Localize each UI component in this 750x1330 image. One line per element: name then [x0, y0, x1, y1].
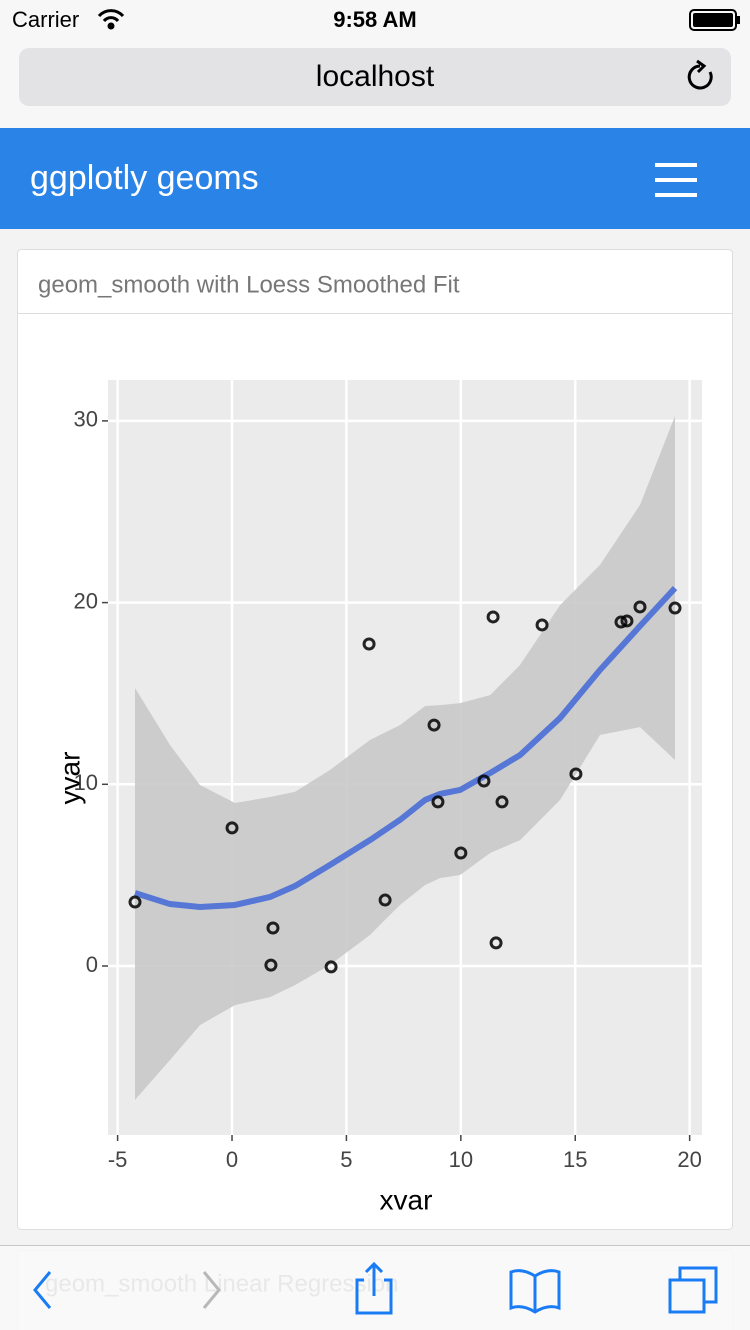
point — [614, 615, 628, 629]
point — [427, 718, 441, 732]
x-tick-label: 15 — [563, 1147, 587, 1172]
url: localhost — [316, 60, 435, 93]
share-button[interactable] — [355, 1261, 393, 1315]
navbar-title[interactable]: ggplotly geoms — [30, 159, 259, 197]
reload-button[interactable] — [687, 59, 713, 90]
tabs-button[interactable] — [668, 1266, 718, 1314]
y-tick-label: 30 — [74, 407, 98, 432]
smooth-line — [134, 586, 678, 910]
x-tick-label: 0 — [226, 1147, 238, 1172]
point — [489, 936, 503, 950]
point — [431, 795, 445, 809]
x-tick-label: -5 — [108, 1147, 128, 1172]
y-tick-label: 10 — [74, 770, 98, 795]
point — [128, 895, 142, 909]
forward-button[interactable] — [202, 1271, 221, 1309]
point — [266, 921, 280, 935]
clock: 9:58 AM — [333, 7, 417, 32]
card-title: geom_smooth with Loess Smoothed Fit — [38, 271, 460, 298]
y-tick-label: 20 — [74, 588, 98, 613]
point — [495, 795, 509, 809]
battery — [689, 9, 740, 31]
plot: -5 0 5 10 15 20 0 10 20 30 — [74, 380, 702, 1172]
point — [378, 893, 392, 907]
point — [535, 618, 549, 632]
point — [569, 767, 583, 781]
point — [324, 960, 338, 974]
point — [264, 958, 278, 972]
url-bar[interactable] — [19, 48, 731, 106]
menu-button[interactable] — [655, 163, 697, 197]
point — [633, 600, 647, 614]
x-tick-label: 5 — [340, 1147, 352, 1172]
wifi-icon — [97, 9, 125, 30]
confidence-band — [135, 415, 675, 1100]
carrier: Carrier — [12, 7, 79, 32]
point — [477, 774, 491, 788]
y-axis-title: yvar — [54, 752, 85, 805]
back-button[interactable] — [33, 1271, 52, 1309]
point — [362, 637, 376, 651]
x-axis-title: xvar — [380, 1184, 433, 1215]
bookmarks-button[interactable] — [509, 1269, 561, 1314]
navbar — [0, 128, 750, 229]
point — [668, 601, 682, 615]
point — [225, 821, 239, 835]
x-tick-label: 10 — [449, 1147, 473, 1172]
point — [454, 846, 468, 860]
point — [486, 610, 500, 624]
point — [620, 614, 634, 628]
x-tick-label: 20 — [677, 1147, 701, 1172]
y-tick-label: 0 — [86, 952, 98, 977]
